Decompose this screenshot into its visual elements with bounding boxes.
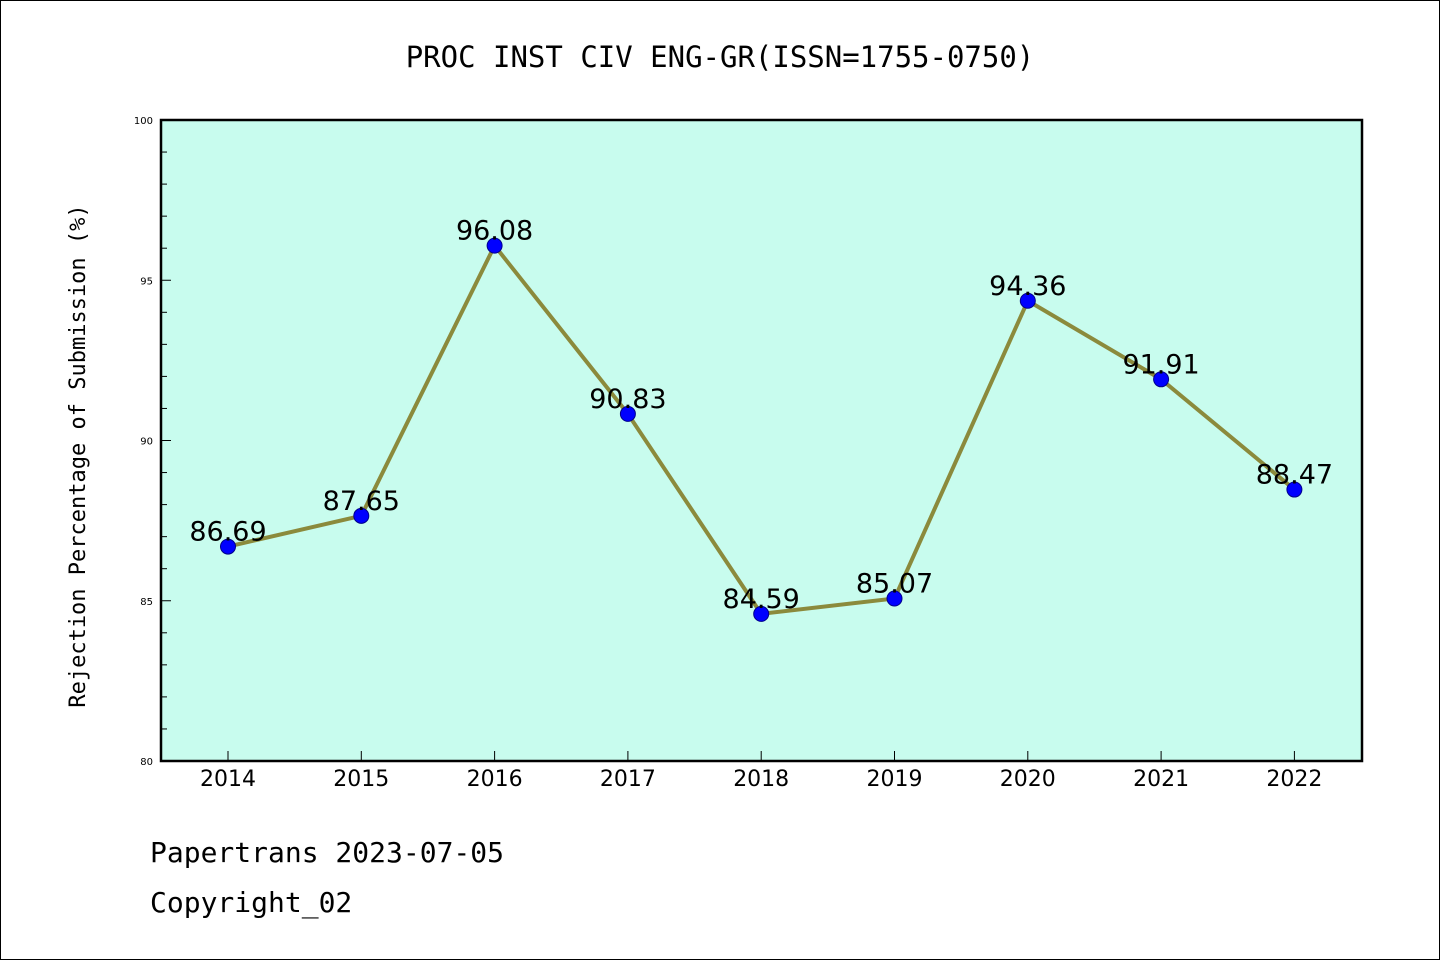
y-axis-label: Rejection Percentage of Submission (%) bbox=[66, 204, 91, 707]
x-tick-label: 2015 bbox=[333, 767, 389, 792]
y-tick-label: 100 bbox=[134, 116, 153, 127]
x-tick-label: 2021 bbox=[1133, 767, 1189, 792]
data-label: 96.08 bbox=[456, 216, 533, 247]
data-label: 87.65 bbox=[323, 486, 400, 517]
x-tick-label: 2016 bbox=[467, 767, 523, 792]
data-point bbox=[486, 237, 503, 254]
data-point bbox=[753, 605, 770, 622]
plot-area bbox=[159, 118, 1364, 763]
x-tick-label: 2018 bbox=[733, 767, 789, 792]
data-point bbox=[886, 590, 903, 607]
x-tick-label: 2022 bbox=[1266, 767, 1322, 792]
data-label: 84.59 bbox=[723, 584, 800, 615]
x-axis-ticks: 2014 2015 2016 2017 2018 2019 2020 2021 2022 bbox=[200, 751, 1322, 792]
data-label: 90.83 bbox=[589, 384, 666, 415]
y-axis-ticks: 80 85 90 95 100 bbox=[134, 116, 171, 768]
x-tick-label: 2019 bbox=[867, 767, 923, 792]
data-point bbox=[1153, 371, 1170, 388]
x-tick-label: 2017 bbox=[600, 767, 656, 792]
y-tick-label: 85 bbox=[140, 597, 153, 608]
data-point bbox=[353, 507, 370, 524]
series-layer: 86.69 87.65 96.08 90.83 84.59 85.07 94.36 91.91… bbox=[189, 216, 1333, 622]
data-label: 85.07 bbox=[856, 569, 933, 600]
y-tick-label: 80 bbox=[140, 757, 153, 768]
y-tick-label: 90 bbox=[140, 437, 153, 448]
data-point bbox=[1019, 292, 1036, 309]
footer-source: Papertrans 2023-07-05 bbox=[150, 836, 505, 869]
x-tick-label: 2014 bbox=[200, 767, 256, 792]
data-label: 94.36 bbox=[989, 271, 1066, 302]
footer-copyright: Copyright_02 bbox=[150, 886, 353, 919]
data-label: 91.91 bbox=[1122, 349, 1199, 380]
data-point bbox=[619, 405, 636, 422]
chart-title: PROC INST CIV ENG-GR(ISSN=1755-0750) bbox=[406, 40, 1035, 74]
data-label: 88.47 bbox=[1256, 460, 1333, 491]
data-point bbox=[220, 538, 236, 555]
data-label: 86.69 bbox=[189, 517, 266, 548]
y-tick-label: 95 bbox=[140, 276, 153, 287]
x-tick-label: 2020 bbox=[1000, 767, 1056, 792]
data-point bbox=[1286, 481, 1303, 498]
